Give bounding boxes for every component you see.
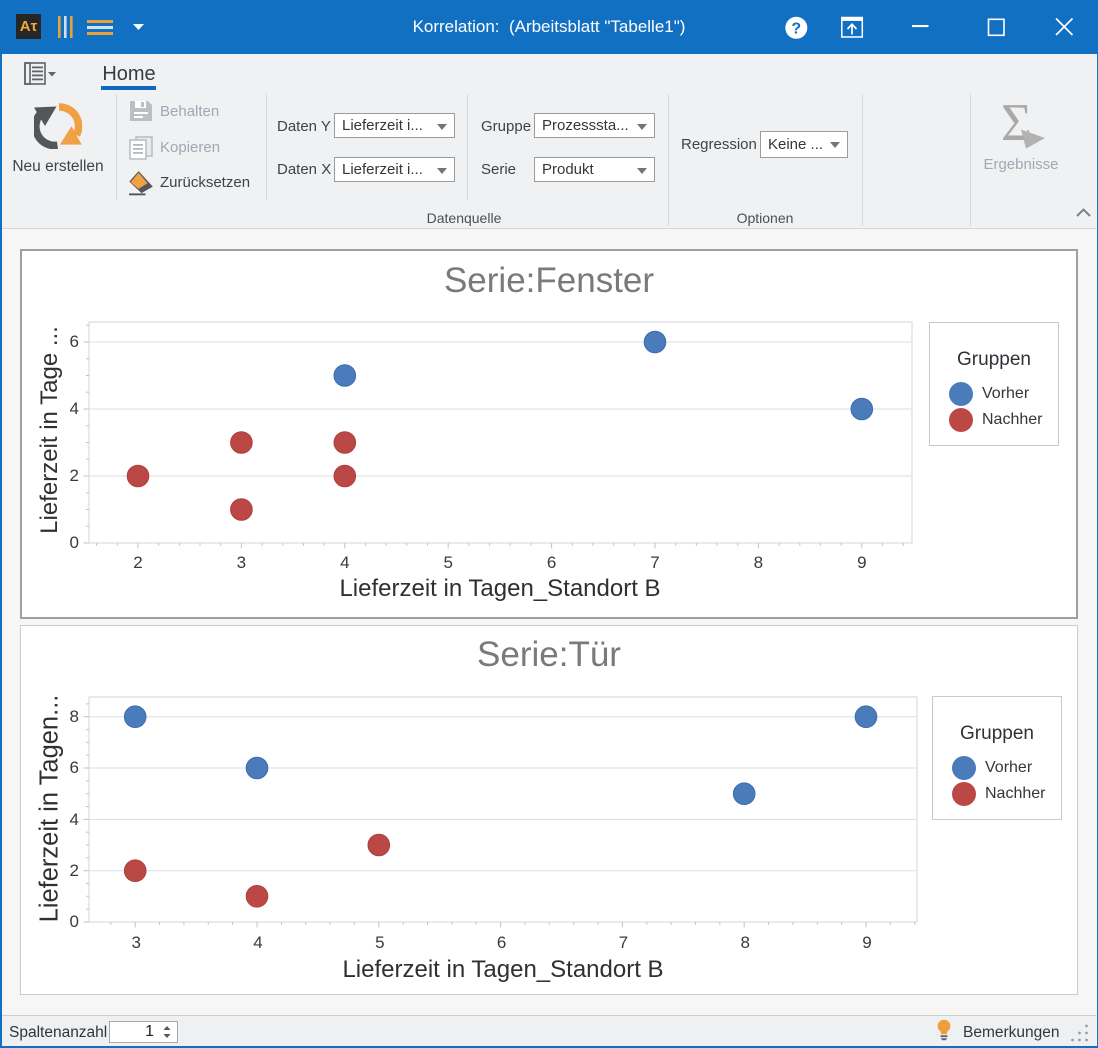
svg-text:?: ?: [791, 21, 801, 38]
